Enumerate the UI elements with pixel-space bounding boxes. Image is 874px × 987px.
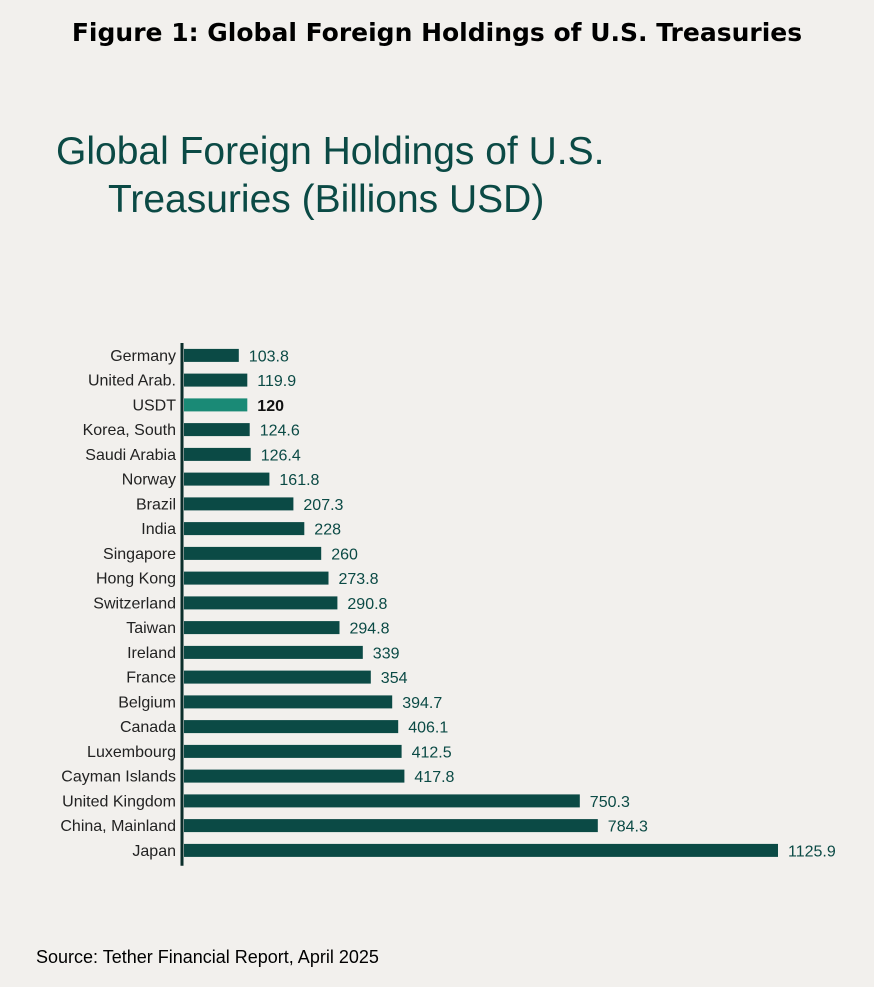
value-label: 103.8	[249, 348, 289, 365]
category-label: Luxembourg	[87, 744, 176, 761]
value-label: 119.9	[257, 373, 296, 390]
bar-hong-kong	[184, 572, 329, 585]
category-label: China, Mainland	[60, 818, 176, 835]
category-label: Canada	[120, 719, 176, 736]
value-label: 161.8	[279, 472, 319, 489]
value-label: 406.1	[408, 720, 448, 737]
bar-korea-south	[184, 423, 250, 436]
category-label: Hong Kong	[96, 571, 176, 588]
category-label: Singapore	[103, 546, 176, 563]
bar-luxembourg	[184, 745, 402, 758]
category-label: Norway	[122, 472, 176, 489]
bar-belgium	[184, 695, 392, 708]
value-label: 207.3	[303, 497, 343, 514]
bar-usdt	[184, 398, 247, 411]
bar-cayman-islands	[184, 770, 404, 783]
bar-switzerland	[184, 596, 337, 609]
value-label: 294.8	[350, 621, 390, 638]
category-label: Germany	[110, 348, 176, 365]
bar-singapore	[184, 547, 321, 560]
value-label: 260	[331, 546, 358, 563]
category-label: India	[141, 521, 176, 538]
bar-brazil	[184, 497, 293, 510]
category-label: France	[126, 670, 176, 687]
value-label: 273.8	[339, 571, 379, 588]
category-label: United Arab.	[88, 373, 176, 390]
bar-saudi-arabia	[184, 448, 251, 461]
category-label: United Kingdom	[62, 793, 176, 810]
category-label: Japan	[132, 843, 176, 860]
value-label: 126.4	[261, 447, 301, 464]
category-label: Saudi Arabia	[85, 447, 176, 464]
category-label: Brazil	[136, 496, 176, 513]
category-label: Switzerland	[93, 595, 176, 612]
source-note: Source: Tether Financial Report, April 2…	[36, 947, 379, 968]
value-label: 339	[373, 645, 400, 662]
value-label: 412.5	[412, 744, 452, 761]
value-label: 354	[381, 670, 408, 687]
value-label: 290.8	[347, 596, 387, 613]
value-label: 750.3	[590, 794, 630, 811]
bar-france	[184, 671, 371, 684]
bar-chart: Germany 103.8 United Arab. 119.9 USDT 120 Kore…	[0, 0, 874, 987]
value-label: 1125.9	[788, 843, 836, 860]
category-label: Ireland	[127, 645, 176, 662]
bar-japan	[184, 844, 778, 857]
value-label: 120	[257, 398, 284, 415]
value-label: 784.3	[608, 819, 648, 836]
bar-norway	[184, 473, 269, 486]
value-label: 124.6	[260, 423, 300, 440]
bar-united-arab	[184, 374, 247, 387]
bar-taiwan	[184, 621, 340, 634]
bar-united-kingdom	[184, 794, 580, 807]
category-label: Taiwan	[126, 620, 176, 637]
value-label: 394.7	[402, 695, 442, 712]
category-label: Cayman Islands	[61, 769, 176, 786]
bar-china-mainland	[184, 819, 598, 832]
bar-canada	[184, 720, 398, 733]
category-label: Belgium	[118, 694, 176, 711]
bar-india	[184, 522, 304, 535]
bar-germany	[184, 349, 239, 362]
value-label: 417.8	[414, 769, 454, 786]
category-label: USDT	[132, 397, 176, 414]
value-label: 228	[314, 522, 341, 539]
bar-ireland	[184, 646, 363, 659]
category-label: Korea, South	[83, 422, 176, 439]
